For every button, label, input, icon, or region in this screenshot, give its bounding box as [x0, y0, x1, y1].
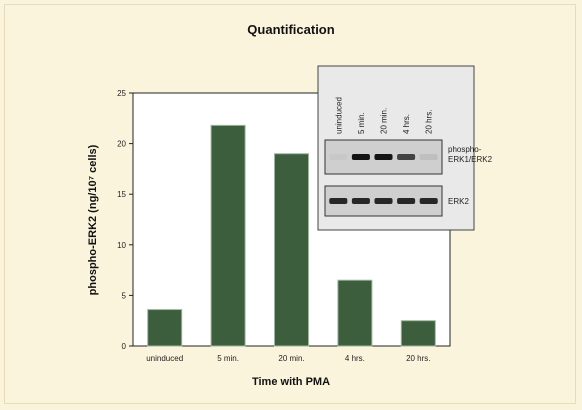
x-tick-label: 5 min.: [217, 354, 239, 363]
x-tick-label: 20 min.: [278, 354, 304, 363]
bar-uninduced: [147, 309, 183, 347]
blot-band: [374, 198, 393, 204]
western-blot-inset: uninduced 5 min. 20 min. 4 hrs. 20 hrs. phosp…: [317, 65, 493, 231]
lane-label: 4 hrs.: [402, 114, 411, 134]
bar-20-hrs-: [400, 320, 436, 347]
blot-label-phospho: phospho-: [448, 145, 482, 154]
x-axis-label: Time with PMA: [252, 376, 330, 388]
y-axis-label: phospho-ERK2 (ng/10⁷ cells): [87, 144, 99, 295]
bars: [147, 124, 436, 347]
x-axis: uninduced 5 min. 20 min. 4 hrs. 20 hrs.: [146, 354, 430, 363]
blot-band: [397, 154, 416, 160]
blot-band: [419, 198, 438, 204]
figure-frame: [4, 4, 576, 404]
bar-20-min-: [274, 153, 309, 347]
lane-label: 20 min.: [380, 108, 389, 134]
chart-title: Quantification: [247, 22, 334, 37]
x-tick-label: 20 hrs.: [406, 354, 430, 363]
lane-label: uninduced: [334, 97, 343, 134]
blot-band: [329, 154, 348, 160]
y-tick-label: 10: [117, 241, 126, 250]
lane-label: 5 min.: [357, 112, 366, 134]
blot-label-erk2: ERK2: [448, 197, 469, 206]
blot-band: [329, 198, 348, 204]
blot-band: [351, 198, 370, 204]
y-tick-label: 20: [117, 140, 126, 149]
y-tick-label: 5: [122, 291, 127, 300]
y-tick-label: 15: [117, 190, 126, 199]
bar-5-min-: [210, 124, 246, 347]
x-tick-label: 4 hrs.: [345, 354, 365, 363]
bar-4-hrs-: [337, 279, 373, 347]
blot-band: [374, 154, 393, 160]
blot-band: [419, 154, 438, 160]
blot-label-erk1-erk2: ERK1/ERK2: [448, 155, 493, 164]
x-tick-label: uninduced: [146, 354, 183, 363]
y-axis: 0 5 10 15 20 25: [117, 89, 133, 351]
y-tick-label: 25: [117, 89, 126, 98]
blot-band: [351, 154, 370, 160]
blot-band: [397, 198, 416, 204]
lane-label: 20 hrs.: [425, 110, 434, 134]
y-tick-label: 0: [122, 342, 127, 351]
